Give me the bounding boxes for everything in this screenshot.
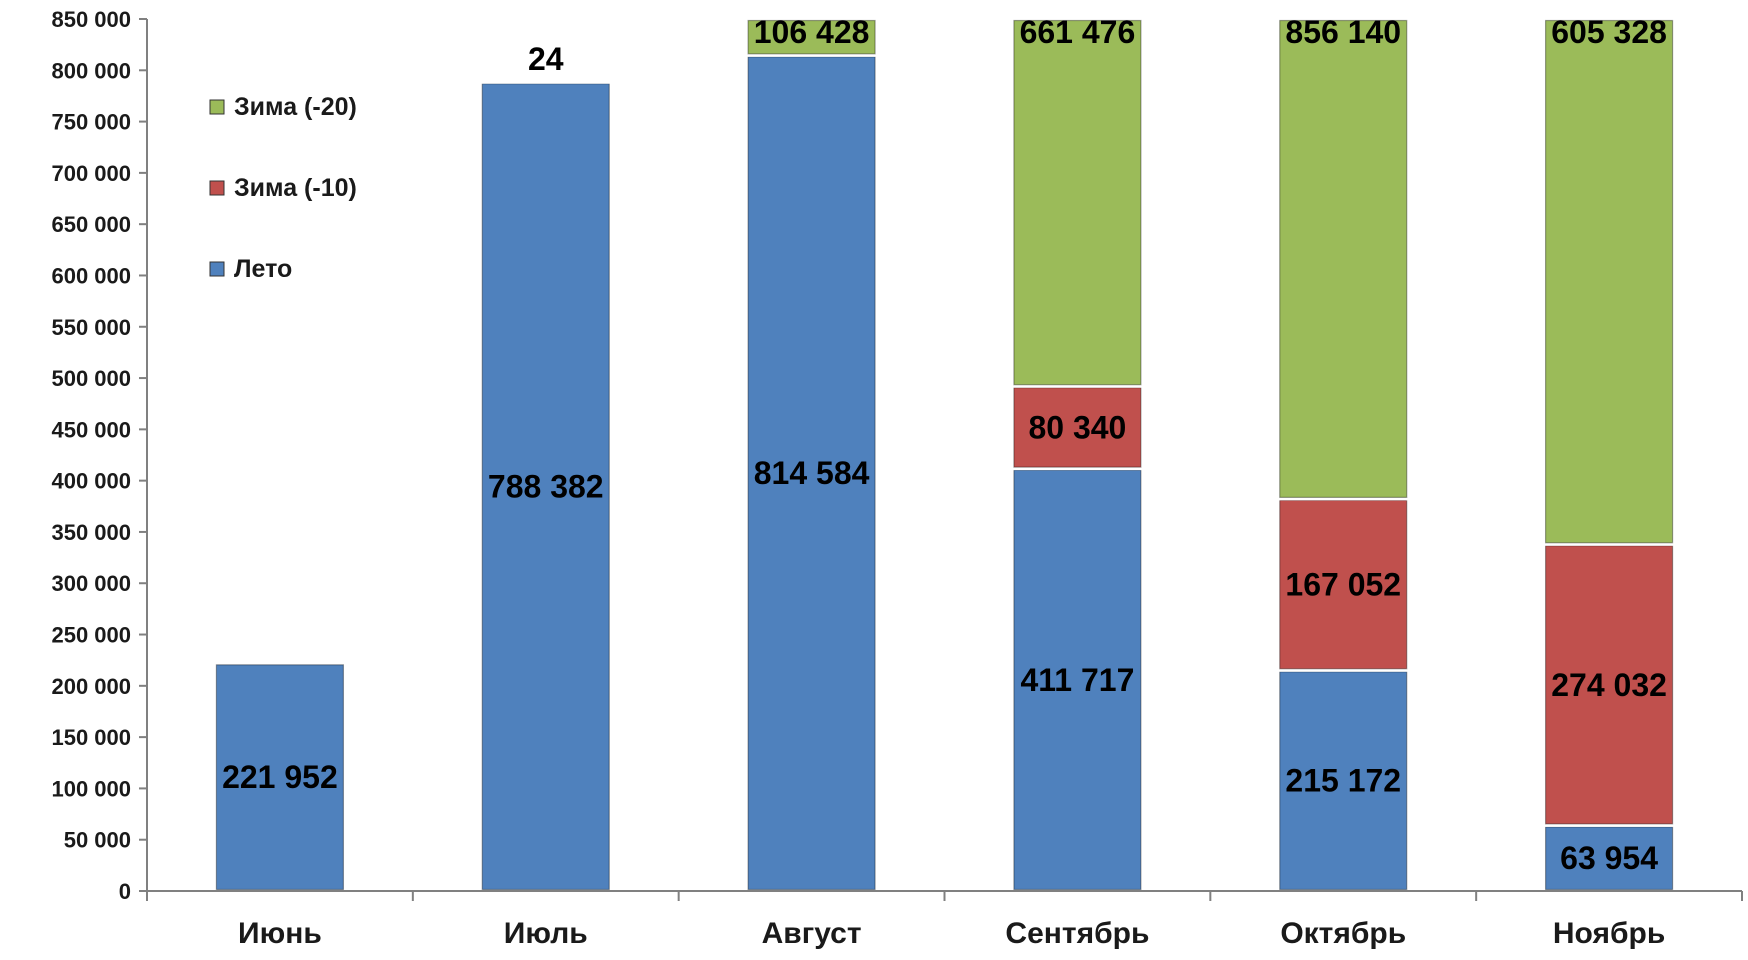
y-tick-label: 700 000 — [51, 161, 131, 186]
y-tick-label: 500 000 — [51, 366, 131, 391]
y-tick-label: 450 000 — [51, 417, 131, 442]
data-label-зима-10-сентябрь: 80 340 — [1028, 409, 1126, 445]
data-label-зима-20-октябрь: 856 140 — [1285, 14, 1401, 50]
y-tick-label: 50 000 — [64, 828, 131, 853]
legend-swatch-зима-20 — [210, 100, 224, 114]
y-tick-label: 850 000 — [51, 7, 131, 32]
data-label-зима-10-ноябрь: 274 032 — [1551, 667, 1667, 703]
legend-swatch-зима-10 — [210, 181, 224, 195]
y-tick-label: 150 000 — [51, 725, 131, 750]
y-tick-label: 300 000 — [51, 571, 131, 596]
y-tick-label: 400 000 — [51, 469, 131, 494]
data-label-зима-20-сентябрь: 661 476 — [1020, 14, 1136, 50]
bars-layer — [215, 19, 1674, 891]
legend-swatch-лето — [210, 262, 224, 276]
legend-label-лето: Лето — [234, 255, 292, 283]
y-tick-label: 800 000 — [51, 58, 131, 83]
legend-label-зима-20: Зима (-20) — [234, 93, 357, 121]
y-tick-label: 200 000 — [51, 674, 131, 699]
x-tick-label-август: Август — [762, 917, 862, 950]
y-tick-label: 550 000 — [51, 315, 131, 340]
y-tick-label: 0 — [119, 879, 131, 904]
x-tick-label-июль: Июль — [504, 917, 588, 950]
data-label-зима-20-ноябрь: 605 328 — [1551, 14, 1667, 50]
data-labels-layer: 221 952 788 382 24 814 584 106 428 411 717 80 … — [222, 14, 1667, 876]
y-tick-label: 350 000 — [51, 520, 131, 545]
legend-label-зима-10: Зима (-10) — [234, 174, 357, 202]
y-tick-label: 100 000 — [51, 776, 131, 801]
data-label-лето-август: 814 584 — [754, 455, 870, 491]
data-label-лето-сентябрь: 411 717 — [1020, 662, 1134, 698]
bar-зима-20-октябрь — [1278, 19, 1408, 499]
bar-зима-20-ноябрь — [1544, 19, 1674, 544]
data-label-лето-октябрь: 215 172 — [1285, 763, 1401, 799]
bar-зима-20-сентябрь — [1012, 19, 1142, 386]
y-tick-label: 600 000 — [51, 263, 131, 288]
y-tick-label: 750 000 — [51, 110, 131, 135]
y-tick-label: 650 000 — [51, 212, 131, 237]
legend: Зима (-20) Зима (-10) Лето — [210, 93, 357, 283]
data-label-зима-20-август: 106 428 — [754, 14, 870, 50]
data-label-зима-10-октябрь: 167 052 — [1285, 567, 1401, 603]
x-tick-label-июнь: Июнь — [238, 917, 322, 950]
x-tick-label-октябрь: Октябрь — [1280, 917, 1406, 950]
x-tick-label-сентябрь: Сентябрь — [1005, 917, 1149, 950]
y-tick-label: 250 000 — [51, 623, 131, 648]
x-tick-label-ноябрь: Ноябрь — [1553, 917, 1665, 950]
data-label-лето-ноябрь: 63 954 — [1560, 840, 1658, 876]
data-label-зима-20-июль: 24 — [528, 41, 564, 77]
data-label-лето-июль: 788 382 — [488, 469, 604, 505]
data-label-лето-июнь: 221 952 — [222, 759, 338, 795]
